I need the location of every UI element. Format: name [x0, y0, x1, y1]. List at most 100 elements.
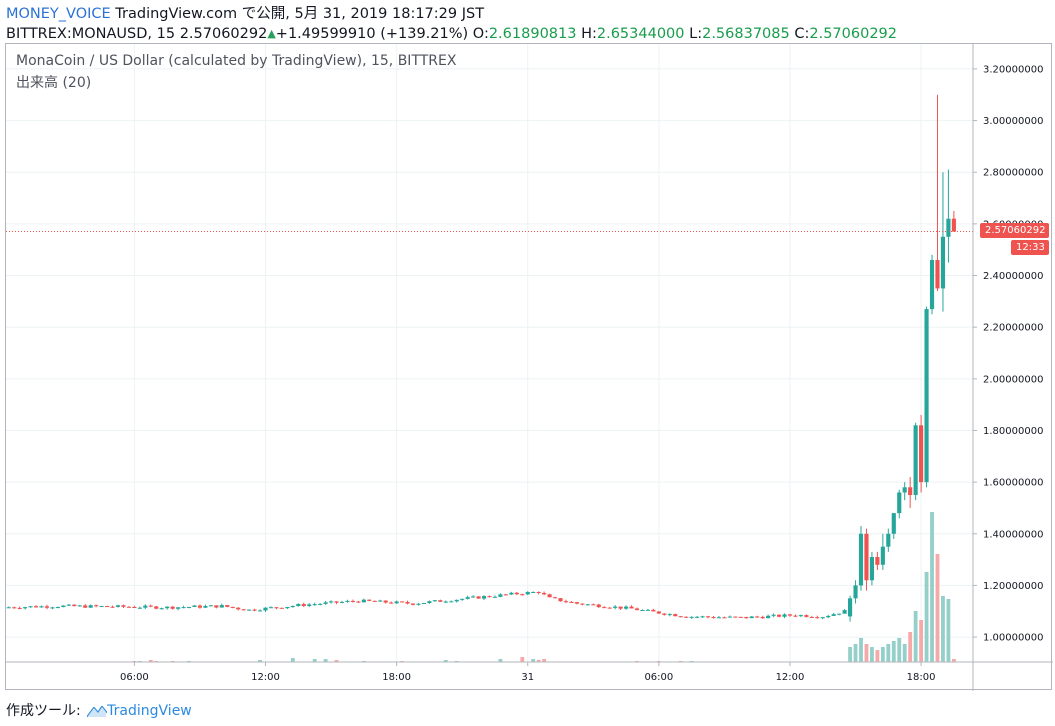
volume-bar — [886, 644, 891, 662]
candle-body — [247, 609, 252, 611]
chart-header: MONEY_VOICE TradingView.com で公開, 5月 31, … — [6, 5, 1051, 44]
volume-bar — [148, 660, 153, 662]
candle-body — [214, 605, 219, 608]
y-tick-label: 2.80000000 — [983, 168, 1043, 179]
candle-body — [624, 606, 629, 609]
candle-body — [848, 598, 853, 617]
candle-body — [837, 613, 842, 615]
candle-body — [61, 605, 66, 608]
candle-body — [569, 601, 574, 603]
candle-body — [815, 617, 820, 619]
y-tick-label: 1.00000000 — [983, 633, 1043, 644]
candle-body — [798, 615, 803, 617]
candle-body — [104, 606, 110, 608]
candle-body — [17, 607, 22, 609]
high-value: 2.65344000 — [596, 26, 685, 42]
candle-body — [776, 614, 782, 617]
price-chart[interactable]: 1.00000000 1.20000000 1.40000000 1.60000000… — [6, 44, 1053, 691]
candle-body — [689, 616, 694, 618]
candle-body — [656, 611, 661, 614]
candle-body — [28, 606, 33, 608]
candle-body — [115, 605, 121, 607]
candle-body — [12, 607, 17, 609]
candle-body — [880, 546, 885, 565]
candle-body — [438, 600, 443, 602]
candle-body — [667, 614, 672, 616]
candle-body — [443, 601, 448, 603]
candle-body — [869, 557, 875, 581]
published-info: TradingView.com で公開, 5月 31, 2019 18:17:2… — [115, 6, 485, 22]
x-tick-label: 12:00 — [776, 672, 805, 683]
candle-body — [126, 606, 131, 608]
time-axis[interactable]: 06:00 12:00 18:00 31 06:00 12:00 18:00 — [120, 662, 936, 683]
candle-body — [236, 607, 241, 610]
candle-body — [744, 616, 749, 619]
candle-body — [509, 592, 514, 595]
candle-body — [23, 607, 28, 609]
candle-body — [684, 616, 689, 618]
candle-body — [405, 601, 410, 604]
candle-body — [44, 606, 50, 608]
candle-body — [361, 599, 366, 603]
volume-bar — [498, 659, 503, 662]
candle-body — [711, 617, 716, 619]
grid — [6, 44, 973, 662]
open-label: O: — [472, 26, 489, 42]
candle-body — [919, 425, 924, 483]
candle-body — [481, 596, 487, 599]
candles — [6, 94, 956, 622]
countdown-badge: 12:33 — [1011, 240, 1049, 256]
candle-body — [929, 260, 935, 310]
candle-body — [760, 616, 765, 619]
candle-body — [285, 606, 290, 609]
candle-body — [186, 606, 192, 608]
candle-body — [820, 617, 825, 619]
volume-bar — [443, 660, 448, 662]
close-value: 2.57060292 — [809, 26, 897, 42]
footer: 作成ツール: TradingView — [6, 700, 192, 720]
candle-body — [738, 616, 743, 618]
price-axis[interactable]: 1.00000000 1.20000000 1.40000000 1.60000000… — [973, 64, 1043, 644]
header-line-2: BITTREX:MONAUSD, 15 2.57060292▲+1.495999… — [6, 24, 1051, 44]
volume-bar — [536, 660, 541, 662]
candle-body — [749, 616, 754, 619]
footer-brand[interactable]: TradingView — [107, 703, 192, 719]
last-price-badge: 2.57060292 — [980, 223, 1050, 239]
x-tick-label: 06:00 — [644, 672, 673, 683]
candle-body — [230, 606, 235, 608]
candle-body — [607, 607, 612, 609]
high-label: H: — [581, 26, 597, 42]
candle-body — [290, 606, 295, 608]
y-tick-label: 2.40000000 — [983, 271, 1043, 282]
candle-body — [946, 218, 951, 237]
chart-panel[interactable]: 1.00000000 1.20000000 1.40000000 1.60000000… — [5, 43, 1053, 691]
candle-body — [225, 605, 230, 607]
candle-body — [203, 605, 208, 608]
candle-body — [831, 614, 836, 616]
candle-body — [733, 616, 738, 618]
candle-body — [722, 617, 727, 619]
candle-body — [137, 607, 142, 609]
x-tick-label: 18:00 — [907, 672, 936, 683]
candle-body — [476, 596, 481, 599]
brand-name[interactable]: MONEY_VOICE — [6, 6, 111, 22]
candle-body — [771, 614, 776, 616]
volume-bar — [864, 644, 869, 662]
low-label: L: — [689, 26, 703, 42]
candle-body — [935, 260, 940, 289]
candle-body — [858, 533, 864, 586]
candle-body — [645, 609, 651, 611]
volume-bar — [312, 659, 317, 662]
y-tick-label: 1.40000000 — [983, 529, 1043, 540]
candle-body — [700, 616, 705, 618]
candle-body — [378, 600, 383, 602]
candle-body — [503, 594, 508, 596]
candle-body — [525, 591, 530, 595]
candle-body — [154, 606, 159, 609]
candle-body — [498, 594, 503, 597]
candle-body — [94, 605, 99, 607]
volume-bar — [919, 620, 924, 662]
candle-body — [50, 607, 55, 609]
candle-body — [296, 604, 301, 607]
candle-body — [673, 614, 678, 617]
